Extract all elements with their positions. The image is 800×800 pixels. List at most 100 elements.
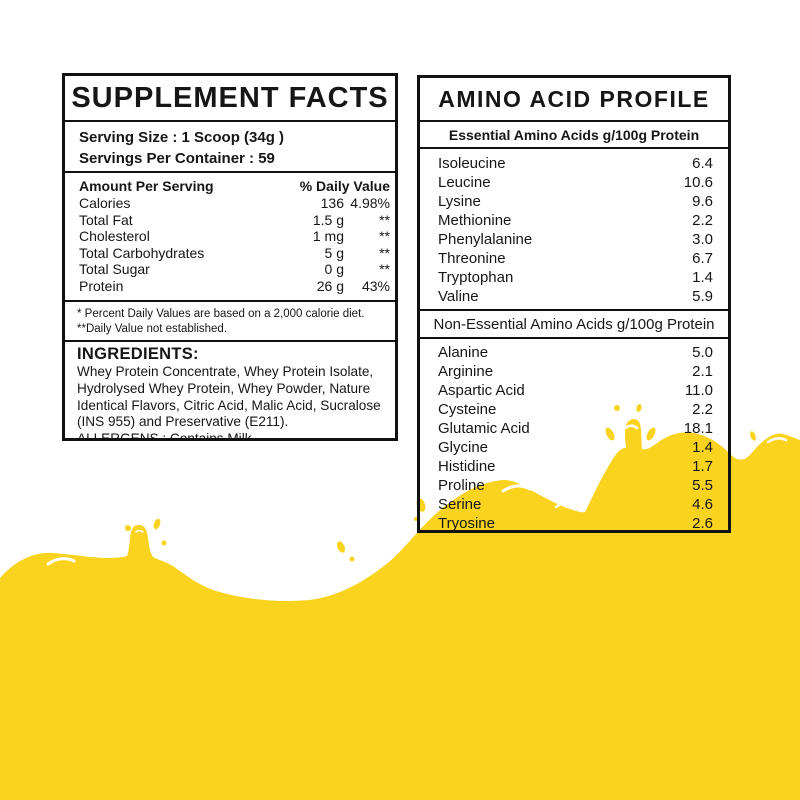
amino-acid-row: Valine 5.9 bbox=[420, 287, 728, 306]
nutrition-row: Cholesterol 1 mg ** bbox=[79, 228, 390, 245]
amount-per-serving-header: Amount Per Serving bbox=[79, 178, 214, 194]
amino-acid-name: Phenylalanine bbox=[438, 231, 533, 248]
amino-acid-value: 10.6 bbox=[683, 174, 713, 191]
ingredients-section: INGREDIENTS: Whey Protein Concentrate, W… bbox=[65, 342, 395, 438]
splash-wave-shape bbox=[0, 418, 800, 800]
splash-droplet bbox=[176, 572, 182, 578]
splash-droplet bbox=[646, 427, 656, 441]
amino-acid-row: Glutamic Acid 18.1 bbox=[420, 419, 728, 438]
supplement-facts-panel: SUPPLEMENT FACTS Serving Size : 1 Scoop … bbox=[62, 73, 398, 441]
amino-acid-value: 1.4 bbox=[692, 439, 713, 456]
amino-acid-row: Threonine 6.7 bbox=[420, 249, 728, 268]
amino-acid-row: Cysteine 2.2 bbox=[420, 400, 728, 419]
amino-acid-value: 5.0 bbox=[692, 344, 713, 361]
splash-droplet bbox=[161, 540, 167, 546]
nutrient-daily-value: 4.98% bbox=[350, 195, 390, 211]
nutrient-amount: 5 g bbox=[324, 244, 344, 261]
nutrient-daily-value: ** bbox=[379, 261, 390, 278]
splash-highlight bbox=[135, 529, 144, 533]
amino-acid-value: 2.6 bbox=[692, 515, 713, 530]
amino-acid-name: Isoleucine bbox=[438, 155, 506, 172]
nutrition-row: Calories 136 4.98% bbox=[79, 195, 390, 212]
amino-acid-row: Tryptophan 1.4 bbox=[420, 268, 728, 287]
amino-acid-value: 9.6 bbox=[692, 193, 713, 210]
amino-acid-name: Proline bbox=[438, 477, 485, 494]
nutrition-row: Protein 26 g 43% bbox=[79, 278, 390, 295]
non-essential-amino-acids-list: Alanine 5.0 Arginine 2.1 Aspartic Acid 1… bbox=[420, 339, 728, 530]
amino-acid-row: Serine 4.6 bbox=[420, 495, 728, 514]
nutrient-amount: 1 mg bbox=[312, 228, 344, 245]
amino-acid-row: Histidine 1.7 bbox=[420, 457, 728, 476]
nutrient-amount: 26 g bbox=[316, 277, 344, 294]
non-essential-amino-acids-header: Non-Essential Amino Acids g/100g Protein bbox=[420, 311, 728, 339]
amino-acid-row: Glycine 1.4 bbox=[420, 438, 728, 457]
nutrient-amount: 0 g bbox=[324, 261, 344, 278]
amino-acid-value: 11.0 bbox=[684, 382, 713, 399]
amino-acid-value: 1.7 bbox=[692, 458, 713, 475]
amino-acid-value: 2.1 bbox=[692, 363, 713, 380]
nutrient-daily-value: ** bbox=[379, 244, 390, 261]
nutrient-name: Total Sugar bbox=[79, 261, 150, 278]
amino-acid-name: Methionine bbox=[438, 212, 512, 229]
splash-highlight bbox=[554, 500, 577, 509]
splash-droplet bbox=[153, 518, 161, 530]
amino-acid-row: Isoleucine 6.4 bbox=[420, 154, 728, 173]
essential-amino-acids-header: Essential Amino Acids g/100g Protein bbox=[420, 122, 728, 149]
amino-acid-value: 4.6 bbox=[692, 496, 713, 513]
amino-acid-row: Aspartic Acid 11.0 bbox=[420, 381, 728, 400]
nutrition-rows: Calories 136 4.98% Total Fat 1.5 g ** Ch… bbox=[79, 195, 390, 295]
splash-droplet bbox=[336, 541, 346, 553]
footnote-not-established: **Daily Value not established. bbox=[77, 323, 228, 335]
amino-acid-value: 5.5 bbox=[692, 477, 713, 494]
amino-acid-row: Tryosine 2.6 bbox=[420, 514, 728, 530]
amino-acid-row: Arginine 2.1 bbox=[420, 362, 728, 381]
nutrient-daily-value: ** bbox=[379, 228, 390, 245]
nutrient-amount: 136 bbox=[320, 195, 344, 211]
splash-droplet bbox=[605, 427, 615, 441]
splash-droplet bbox=[125, 525, 131, 531]
amino-acid-row: Leucine 10.6 bbox=[420, 173, 728, 192]
nutrient-name: Cholesterol bbox=[79, 228, 150, 245]
amino-acid-row: Lysine 9.6 bbox=[420, 192, 728, 211]
splash-highlight bbox=[46, 557, 76, 566]
ingredients-text: Whey Protein Concentrate, Whey Protein I… bbox=[77, 364, 381, 430]
amino-acid-profile-title: AMINO ACID PROFILE bbox=[420, 78, 728, 122]
amino-acid-name: Valine bbox=[438, 288, 479, 305]
amino-acid-value: 6.7 bbox=[692, 250, 713, 267]
splash-highlight bbox=[622, 424, 639, 431]
amino-acid-name: Glycine bbox=[438, 439, 489, 456]
allergens-line: ALLERGENS : Contains Milk bbox=[77, 431, 389, 438]
amino-acid-name: Histidine bbox=[438, 458, 496, 475]
amino-acid-name: Serine bbox=[438, 496, 482, 513]
amino-acid-row: Methionine 2.2 bbox=[420, 211, 728, 230]
amino-acid-name: Cysteine bbox=[438, 401, 497, 418]
amino-acid-row: Phenylalanine 3.0 bbox=[420, 230, 728, 249]
nutrition-table-section: Amount Per Serving % Daily Value Calorie… bbox=[65, 173, 395, 302]
nutrition-row: Total Fat 1.5 g ** bbox=[79, 212, 390, 229]
splash-droplet bbox=[349, 556, 355, 562]
footnotes-section: * Percent Daily Values are based on a 2,… bbox=[65, 302, 395, 342]
supplement-facts-title: SUPPLEMENT FACTS bbox=[65, 76, 395, 122]
amino-acid-name: Tryosine bbox=[438, 515, 495, 530]
splash-droplet bbox=[614, 405, 620, 411]
servings-per-container-line: Servings Per Container : 59 bbox=[79, 150, 275, 167]
amino-acid-name: Arginine bbox=[438, 363, 494, 380]
serving-info-section: Serving Size : 1 Scoop (34g ) Servings P… bbox=[65, 122, 395, 173]
splash-droplet bbox=[636, 404, 642, 412]
amino-acid-value: 2.2 bbox=[692, 212, 713, 229]
amino-acid-name: Aspartic Acid bbox=[438, 382, 525, 399]
nutrient-name: Total Fat bbox=[79, 211, 133, 228]
nutrient-daily-value: ** bbox=[379, 211, 390, 228]
daily-value-header: % Daily Value bbox=[299, 178, 390, 194]
amino-acid-row: Alanine 5.0 bbox=[420, 343, 728, 362]
amino-acid-name: Glutamic Acid bbox=[438, 420, 530, 437]
amino-acid-value: 2.2 bbox=[692, 401, 713, 418]
amino-acid-value: 5.9 bbox=[692, 288, 713, 305]
amino-acid-value: 6.4 bbox=[692, 155, 713, 172]
splash-highlights bbox=[46, 424, 788, 566]
amino-acid-value: 18.1 bbox=[683, 420, 713, 437]
amino-acid-name: Tryptophan bbox=[438, 269, 514, 286]
essential-amino-acids-list: Isoleucine 6.4 Leucine 10.6 Lysine 9.6 M… bbox=[420, 149, 728, 311]
amino-acid-profile-panel: AMINO ACID PROFILE Essential Amino Acids… bbox=[417, 75, 731, 533]
ingredients-label: INGREDIENTS: bbox=[77, 345, 199, 363]
